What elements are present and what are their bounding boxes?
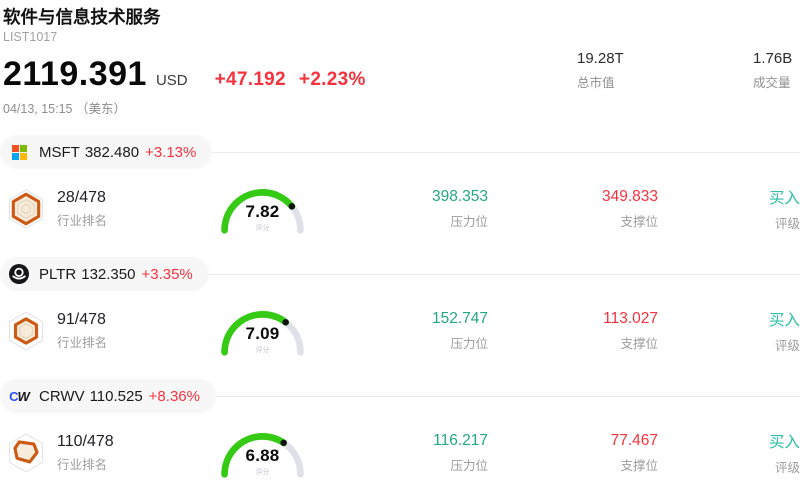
stock-change-percent: +3.35% [141, 265, 193, 283]
resistance-value: 152.747 [431, 310, 488, 327]
divider [215, 395, 800, 397]
resistance-label: 压力位 [450, 215, 488, 229]
stock-symbol: PLTR [39, 265, 77, 283]
rating-value: 买入 [768, 190, 800, 207]
stock-price: 132.350 [81, 265, 136, 283]
rank-radar-icon [9, 311, 43, 351]
stock-change-percent: +8.36% [148, 387, 200, 405]
support-cell: 113.027 支撑位 [488, 310, 658, 352]
rating-value: 买入 [768, 312, 800, 329]
market-cap-stat: 19.28T 总市值 [577, 50, 624, 91]
stock-price: 110.525 [89, 387, 143, 405]
support-cell: 77.467 支撑位 [488, 432, 658, 474]
stock-symbol: MSFT [39, 143, 80, 161]
stock-chip-row: MSFT 382.480 +3.13% [0, 135, 800, 169]
volume-value: 1.76B [753, 50, 793, 67]
industry-rank-label: 行业排名 [57, 214, 108, 228]
industry-rank-value: 110/478 [57, 433, 114, 450]
rating-cell: 买入 评级 [658, 430, 800, 476]
rating-cell: 买入 评级 [658, 308, 800, 354]
market-cap-value: 19.28T [577, 50, 624, 67]
support-value: 77.467 [610, 432, 658, 449]
rank-radar-icon [9, 189, 43, 229]
industry-rank-value: 91/478 [57, 311, 106, 328]
rank-cell: 110/478 行业排名 [0, 432, 215, 474]
stock-chip-msft[interactable]: MSFT 382.480 +3.13% [0, 135, 213, 169]
resistance-label: 压力位 [450, 337, 488, 351]
industry-rank-label: 行业排名 [57, 336, 108, 350]
resistance-value: 398.353 [431, 188, 488, 205]
volume-label: 成交量 [753, 76, 791, 90]
resistance-cell: 152.747 压力位 [310, 310, 488, 352]
stock-chip-row: CW CRWV 110.525 +8.36% [0, 379, 800, 413]
industry-rank-label: 行业排名 [57, 458, 108, 472]
resistance-cell: 398.353 压力位 [310, 188, 488, 230]
page-title: 软件与信息技术服务 [3, 7, 161, 27]
stock-chip-pltr[interactable]: PLTR 132.350 +3.35% [0, 257, 209, 291]
rank-cell: 28/478 行业排名 [0, 188, 215, 230]
price-change: +47.192 [214, 69, 286, 91]
industry-rank-value: 28/478 [57, 189, 106, 206]
score-gauge: 6.88 评分 [215, 425, 310, 483]
stock-price: 382.480 [84, 143, 140, 161]
microsoft-logo-icon [9, 142, 29, 162]
support-cell: 349.833 支撑位 [488, 188, 658, 230]
support-label: 支撑位 [620, 215, 658, 229]
divider [208, 273, 800, 275]
volume-stat: 1.76B 成交量 [753, 50, 792, 91]
rating-label: 评级 [774, 339, 800, 353]
rank-radar-icon [9, 433, 43, 473]
stock-chip-row: PLTR 132.350 +3.35% [0, 257, 800, 291]
support-value: 349.833 [601, 188, 658, 205]
currency-label: USD [155, 72, 188, 90]
sector-header: 软件与信息技术服务 LIST1017 2119.391 USD +47.192 … [0, 0, 800, 117]
quote-timestamp: 04/13, 15:15 （美东） [3, 102, 126, 117]
price-change-percent: +2.23% [298, 69, 366, 91]
stock-change-percent: +3.13% [145, 143, 197, 161]
palantir-logo-icon [9, 264, 29, 284]
stock-symbol: CRWV [39, 387, 85, 405]
support-label: 支撑位 [620, 459, 658, 473]
stock-chip-crwv[interactable]: CW CRWV 110.525 +8.36% [0, 379, 216, 413]
support-label: 支撑位 [620, 337, 658, 351]
rank-cell: 91/478 行业排名 [0, 310, 215, 352]
coreweave-logo-icon: CW [9, 388, 30, 404]
rating-label: 评级 [774, 461, 800, 475]
rating-cell: 买入 评级 [658, 186, 800, 232]
divider [212, 151, 800, 153]
sector-code: LIST1017 [3, 30, 58, 45]
stock-details-row: 28/478 行业排名 7.82 评分 398.353 压力位 349.833 … [0, 177, 800, 241]
stock-details-row: 91/478 行业排名 7.09 评分 152.747 压力位 113.027 … [0, 299, 800, 363]
market-cap-label: 总市值 [577, 76, 615, 90]
resistance-cell: 116.217 压力位 [310, 432, 488, 474]
score-gauge: 7.82 评分 [215, 181, 310, 239]
score-gauge: 7.09 评分 [215, 303, 310, 361]
resistance-value: 116.217 [433, 432, 488, 449]
price-row: 2119.391 USD +47.192 +2.23% [3, 57, 800, 91]
resistance-label: 压力位 [450, 459, 488, 473]
sector-price: 2119.391 [3, 55, 147, 94]
support-value: 113.027 [603, 310, 658, 327]
rating-label: 评级 [774, 217, 800, 231]
rating-value: 买入 [768, 434, 800, 451]
stock-details-row: 110/478 行业排名 6.88 评分 116.217 压力位 77.467 … [0, 421, 800, 485]
